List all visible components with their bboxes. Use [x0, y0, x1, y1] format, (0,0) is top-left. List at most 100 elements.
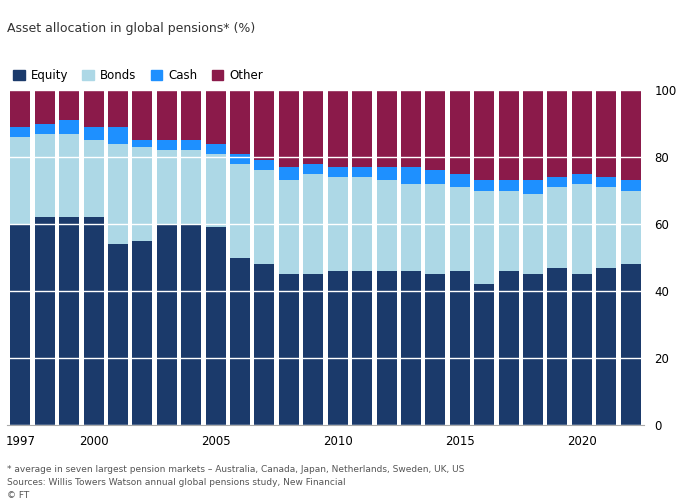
Bar: [132, 90, 153, 140]
Bar: [572, 274, 592, 425]
Bar: [157, 90, 177, 140]
Bar: [60, 218, 79, 425]
Bar: [377, 271, 396, 425]
Bar: [523, 180, 543, 194]
Bar: [596, 90, 616, 177]
Bar: [83, 90, 104, 127]
Bar: [157, 224, 177, 425]
Bar: [474, 190, 494, 284]
Bar: [596, 187, 616, 268]
Bar: [498, 180, 519, 190]
Bar: [206, 90, 225, 144]
Bar: [255, 264, 274, 425]
Bar: [426, 90, 445, 170]
Bar: [426, 170, 445, 184]
Bar: [426, 274, 445, 425]
Bar: [547, 177, 568, 187]
Bar: [10, 224, 30, 425]
Bar: [572, 90, 592, 174]
Bar: [328, 167, 348, 177]
Bar: [35, 218, 55, 425]
Bar: [108, 127, 128, 144]
Bar: [10, 127, 30, 137]
Bar: [303, 90, 323, 164]
Bar: [83, 218, 104, 425]
Bar: [523, 90, 543, 180]
Text: Asset allocation in global pensions* (%): Asset allocation in global pensions* (%): [7, 22, 256, 35]
Bar: [303, 164, 323, 174]
Bar: [132, 147, 153, 241]
Text: * average in seven largest pension markets – Australia, Canada, Japan, Netherlan: * average in seven largest pension marke…: [7, 466, 464, 474]
Bar: [230, 164, 250, 258]
Bar: [35, 124, 55, 134]
Bar: [60, 90, 79, 120]
Bar: [157, 150, 177, 224]
Bar: [206, 228, 225, 425]
Legend: Equity, Bonds, Cash, Other: Equity, Bonds, Cash, Other: [13, 69, 263, 82]
Bar: [60, 120, 79, 134]
Bar: [474, 284, 494, 425]
Bar: [108, 90, 128, 127]
Bar: [303, 274, 323, 425]
Bar: [230, 258, 250, 425]
Bar: [230, 154, 250, 164]
Bar: [35, 90, 55, 124]
Bar: [10, 90, 30, 127]
Bar: [352, 90, 372, 167]
Bar: [401, 167, 421, 184]
Bar: [377, 90, 396, 167]
Bar: [255, 160, 274, 170]
Bar: [279, 167, 299, 180]
Bar: [621, 190, 640, 264]
Bar: [523, 194, 543, 274]
Bar: [181, 90, 202, 140]
Bar: [328, 90, 348, 167]
Bar: [401, 90, 421, 167]
Bar: [352, 167, 372, 177]
Bar: [328, 271, 348, 425]
Bar: [596, 177, 616, 187]
Bar: [132, 241, 153, 425]
Bar: [279, 180, 299, 274]
Bar: [10, 137, 30, 224]
Bar: [547, 187, 568, 268]
Bar: [206, 144, 225, 154]
Bar: [498, 271, 519, 425]
Bar: [230, 90, 250, 154]
Bar: [83, 140, 104, 218]
Bar: [572, 184, 592, 274]
Bar: [181, 140, 202, 150]
Bar: [621, 90, 640, 180]
Bar: [181, 224, 202, 425]
Bar: [498, 190, 519, 271]
Bar: [523, 274, 543, 425]
Bar: [35, 134, 55, 218]
Bar: [621, 180, 640, 190]
Bar: [60, 134, 79, 218]
Bar: [449, 90, 470, 174]
Bar: [255, 170, 274, 264]
Bar: [255, 90, 274, 160]
Bar: [328, 177, 348, 271]
Bar: [279, 274, 299, 425]
Bar: [132, 140, 153, 147]
Bar: [449, 187, 470, 271]
Bar: [474, 90, 494, 180]
Bar: [108, 244, 128, 425]
Bar: [426, 184, 445, 274]
Bar: [596, 268, 616, 425]
Bar: [206, 154, 225, 228]
Bar: [83, 127, 104, 140]
Bar: [352, 177, 372, 271]
Bar: [572, 174, 592, 184]
Bar: [303, 174, 323, 274]
Bar: [547, 90, 568, 177]
Bar: [621, 264, 640, 425]
Bar: [377, 180, 396, 271]
Bar: [279, 90, 299, 167]
Bar: [474, 180, 494, 190]
Bar: [401, 271, 421, 425]
Text: Sources: Willis Towers Watson annual global pensions study, New Financial: Sources: Willis Towers Watson annual glo…: [7, 478, 346, 487]
Bar: [401, 184, 421, 271]
Bar: [449, 174, 470, 187]
